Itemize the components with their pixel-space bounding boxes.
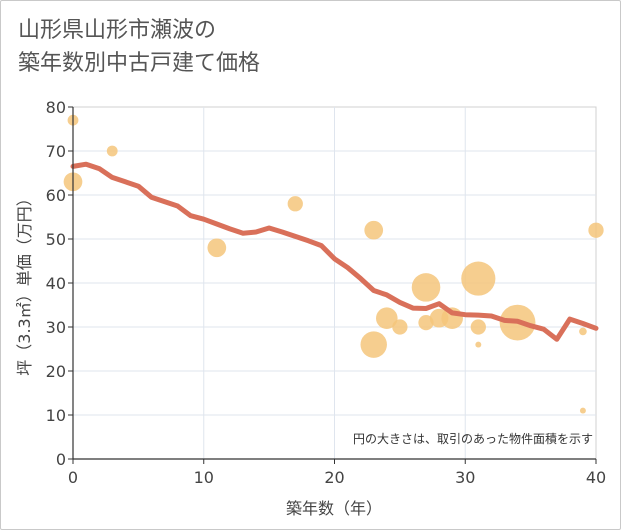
bubble-point — [392, 319, 408, 335]
x-tick-label: 30 — [455, 468, 475, 487]
x-tick-label: 0 — [68, 468, 78, 487]
x-axis-title: 築年数（年） — [286, 499, 382, 518]
grid-lines — [73, 107, 596, 459]
bubble-point — [287, 196, 303, 212]
x-tick-label: 20 — [324, 468, 344, 487]
chart-title: 山形県山形市瀬波の 築年数別中古戸建て価格 — [18, 14, 260, 80]
y-tick-label: 30 — [46, 318, 66, 337]
y-tick-label: 60 — [46, 186, 66, 205]
bubble-size-note: 円の大きさは、取引のあった物件面積を示す — [353, 431, 593, 446]
bubble-point — [579, 407, 586, 414]
y-tick-label: 70 — [46, 142, 66, 161]
bubble-point — [376, 307, 398, 330]
bubble-series — [63, 114, 604, 414]
bubble-point — [475, 341, 482, 348]
bubble-point — [470, 319, 486, 335]
bubble-point — [364, 220, 384, 240]
bubble-point — [411, 273, 441, 302]
bubble-point — [106, 145, 118, 157]
y-tick-label: 40 — [46, 274, 66, 293]
bubble-point — [579, 327, 587, 336]
y-tick-label: 0 — [56, 450, 66, 469]
bubble-point — [588, 222, 604, 238]
bubble-point — [461, 261, 496, 296]
x-tick-label: 10 — [194, 468, 214, 487]
x-tick-label: 40 — [586, 468, 606, 487]
y-tick-label: 20 — [46, 362, 66, 381]
bubble-point — [207, 238, 227, 258]
axes: 0 10 20 30 40 50 60 70 80 0 10 20 30 40 — [46, 98, 607, 487]
y-axis-title: 坪（3.3㎡）単価（万円） — [15, 190, 34, 375]
y-tick-label: 10 — [46, 406, 66, 425]
bubble-point — [360, 331, 387, 358]
y-tick-label: 50 — [46, 230, 66, 249]
average-price-line — [70, 161, 599, 342]
chart-title-line-2: 築年数別中古戸建て価格 — [18, 51, 261, 76]
chart-title-line-1: 山形県山形市瀬波の — [18, 18, 217, 43]
average-line-series — [70, 161, 599, 342]
y-tick-label: 80 — [46, 98, 66, 117]
